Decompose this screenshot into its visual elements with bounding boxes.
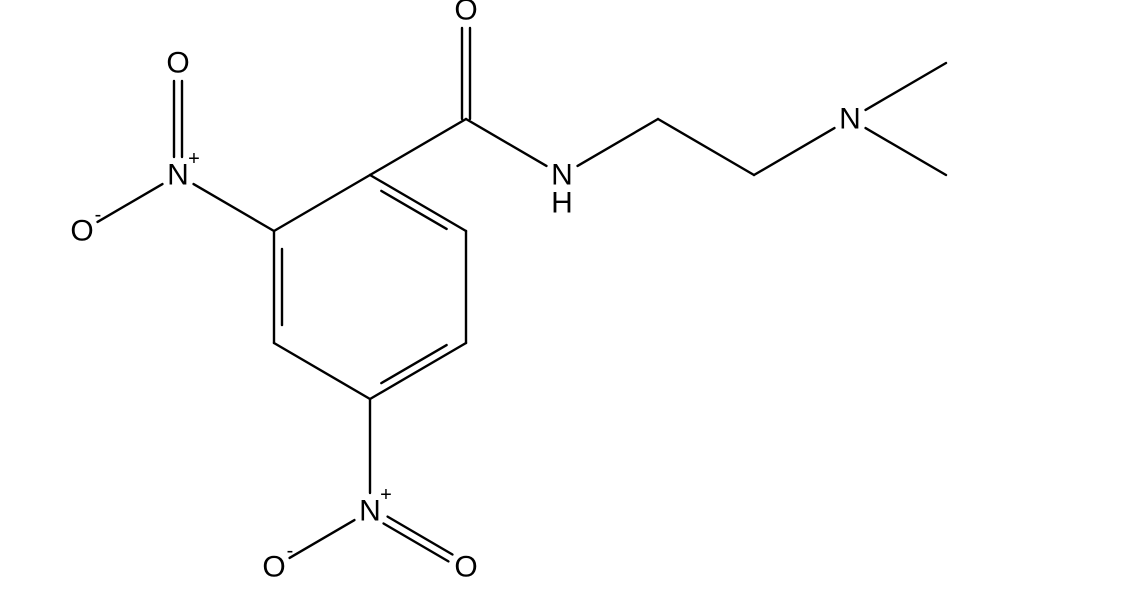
svg-text:+: + [188, 148, 200, 170]
svg-text:-: - [95, 204, 102, 226]
svg-text:O: O [454, 551, 477, 584]
chemical-structure: ONHNN+O-ON+O-O [0, 0, 1127, 614]
svg-text:+: + [380, 484, 392, 506]
svg-text:N: N [839, 103, 861, 136]
svg-text:-: - [287, 540, 294, 562]
svg-text:O: O [454, 0, 477, 27]
svg-text:N: N [359, 495, 381, 528]
svg-text:H: H [551, 187, 573, 220]
svg-text:O: O [262, 551, 285, 584]
svg-text:N: N [167, 159, 189, 192]
svg-text:O: O [166, 47, 189, 80]
svg-text:O: O [70, 215, 93, 248]
